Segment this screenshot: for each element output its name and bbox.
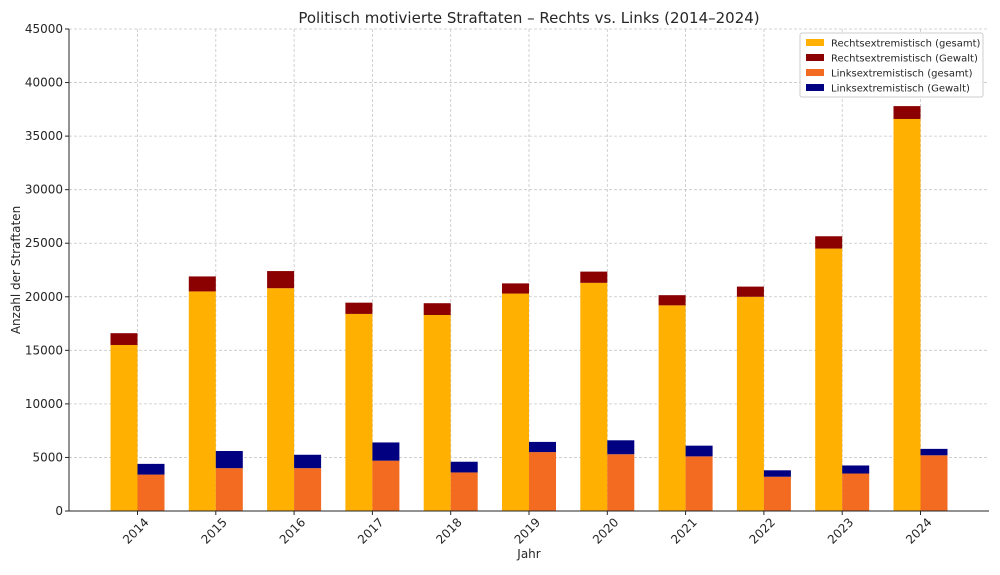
bar-linksextremistisch-gewalt-2021: [685, 445, 713, 457]
y-tick-label: 15000: [25, 343, 63, 357]
bar-rechtsextremistisch-gesamt-2023: [815, 248, 843, 512]
bar-rechtsextremistisch-gesamt-2019: [502, 293, 529, 511]
bar-linksextremistisch-gewalt-2023: [842, 465, 870, 474]
bar-linksextremistisch-gesamt-2018: [450, 472, 478, 511]
legend-box: [799, 32, 984, 98]
x-tick-label: 2014: [120, 515, 151, 546]
bar-rechtsextremistisch-gesamt-2024: [893, 118, 921, 512]
bar-rechtsextremistisch-gewalt-2017: [345, 302, 373, 314]
bar-rechtsextremistisch-gewalt-2015: [188, 276, 216, 292]
bar-linksextremistisch-gesamt-2021: [685, 456, 713, 511]
bar-rechtsextremistisch-gesamt-2017: [345, 313, 373, 511]
x-axis-label: Jahr: [516, 547, 540, 561]
bar-rechtsextremistisch-gesamt-2020: [580, 282, 608, 511]
bar-linksextremistisch-gewalt-2015: [215, 451, 243, 469]
bar-rechtsextremistisch-gesamt-2015: [188, 291, 216, 511]
y-tick-label: 10000: [25, 397, 63, 411]
y-tick-label: 0: [55, 504, 63, 518]
y-tick-label: 25000: [25, 236, 63, 250]
legend-entry: Linksextremistisch (gesamt): [831, 69, 973, 80]
y-tick-label: 45000: [25, 22, 63, 36]
bar-rechtsextremistisch-gesamt-2018: [423, 314, 451, 511]
legend-swatch: [806, 54, 824, 61]
x-tick-label: 2017: [355, 515, 386, 546]
x-tick-label: 2021: [668, 515, 699, 546]
bar-rechtsextremistisch-gewalt-2018: [423, 303, 451, 315]
bar-rechtsextremistisch-gewalt-2023: [815, 236, 843, 249]
bar-rechtsextremistisch-gewalt-2016: [267, 271, 295, 289]
bar-linksextremistisch-gesamt-2019: [529, 452, 556, 511]
bar-linksextremistisch-gesamt-2023: [842, 473, 870, 511]
x-tick-label: 2020: [590, 515, 621, 546]
bar-linksextremistisch-gesamt-2014: [137, 474, 165, 511]
bar-rechtsextremistisch-gewalt-2014: [110, 333, 138, 345]
x-tick-label: 2018: [433, 515, 464, 546]
legend-entry: Rechtsextremistisch (gesamt): [831, 39, 981, 50]
x-tick-label: 2023: [825, 515, 856, 546]
chart-title: Politisch motivierte Straftaten – Rechts…: [298, 9, 759, 27]
y-tick-label: 5000: [32, 450, 63, 464]
bar-linksextremistisch-gesamt-2020: [607, 454, 635, 511]
x-tick-label: 2019: [512, 515, 543, 546]
bar-rechtsextremistisch-gewalt-2019: [502, 283, 529, 294]
bar-linksextremistisch-gewalt-2022: [763, 470, 791, 477]
bar-linksextremistisch-gewalt-2024: [920, 448, 948, 456]
bar-rechtsextremistisch-gesamt-2014: [110, 344, 138, 511]
legend-swatch: [806, 84, 824, 91]
bar-linksextremistisch-gewalt-2019: [529, 441, 556, 453]
bar-linksextremistisch-gesamt-2016: [294, 468, 322, 511]
bar-rechtsextremistisch-gesamt-2022: [736, 296, 764, 511]
bar-rechtsextremistisch-gewalt-2020: [580, 271, 608, 283]
bar-linksextremistisch-gesamt-2022: [763, 476, 791, 511]
bar-linksextremistisch-gesamt-2024: [920, 455, 948, 511]
legend-swatch: [806, 69, 824, 76]
bar-linksextremistisch-gewalt-2016: [294, 454, 322, 469]
bar-linksextremistisch-gewalt-2017: [372, 442, 400, 461]
bar-linksextremistisch-gesamt-2017: [372, 460, 400, 511]
legend-entry: Rechtsextremistisch (Gewalt): [831, 54, 978, 65]
bar-rechtsextremistisch-gesamt-2021: [658, 305, 686, 511]
bar-linksextremistisch-gewalt-2020: [607, 440, 635, 455]
bar-rechtsextremistisch-gewalt-2024: [893, 106, 921, 119]
y-tick-label: 35000: [25, 129, 63, 143]
x-tick-label: 2015: [198, 515, 229, 546]
bar-rechtsextremistisch-gesamt-2016: [267, 288, 295, 511]
bar-rechtsextremistisch-gewalt-2022: [736, 286, 764, 297]
y-tick-label: 30000: [25, 183, 63, 197]
bars: [110, 106, 948, 512]
x-tick-label: 2024: [903, 515, 934, 546]
x-tick-label: 2016: [277, 515, 308, 546]
legend-entry: Linksextremistisch (Gewalt): [831, 84, 970, 95]
bar-linksextremistisch-gewalt-2018: [450, 461, 478, 473]
y-tick-label: 40000: [25, 76, 63, 90]
y-tick-label: 20000: [25, 290, 63, 304]
y-axis-label: Anzahl der Straftaten: [9, 206, 23, 334]
bar-linksextremistisch-gesamt-2015: [215, 468, 243, 511]
bar-rechtsextremistisch-gewalt-2021: [658, 295, 686, 306]
legend: Rechtsextremistisch (gesamt) Rechtsextrem…: [799, 32, 984, 98]
x-tick-label: 2022: [747, 515, 778, 546]
bar-linksextremistisch-gewalt-2014: [137, 463, 165, 475]
legend-swatch: [806, 39, 824, 46]
